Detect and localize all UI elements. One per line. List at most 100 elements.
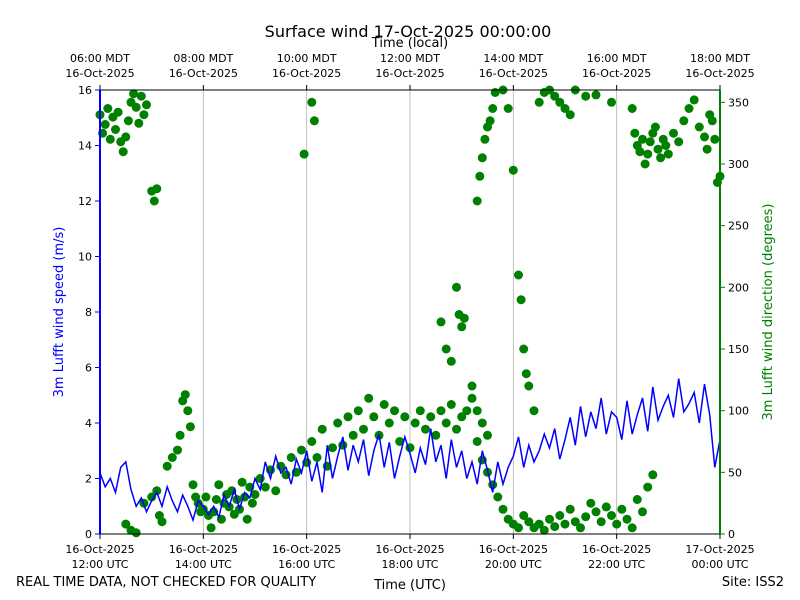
direction-point bbox=[462, 406, 472, 416]
vertical-gridlines bbox=[202, 90, 618, 534]
direction-point bbox=[152, 184, 162, 194]
direction-point bbox=[555, 511, 565, 520]
direction-point bbox=[534, 97, 544, 107]
bottom-tick-date: 16-Oct-2025 bbox=[65, 543, 134, 556]
direction-point bbox=[601, 502, 611, 512]
direction-point bbox=[534, 519, 544, 529]
left-tick-label: 10 bbox=[78, 251, 92, 264]
direction-point bbox=[550, 91, 560, 101]
top-tick-date: 16-Oct-2025 bbox=[272, 67, 341, 80]
direction-point bbox=[560, 519, 570, 529]
direction-point bbox=[514, 270, 523, 280]
speed-line bbox=[99, 378, 721, 523]
direction-point bbox=[586, 498, 596, 508]
direction-point bbox=[111, 125, 120, 134]
direction-point bbox=[459, 313, 469, 323]
bottom-tick-date: 16-Oct-2025 bbox=[272, 543, 341, 556]
direction-point bbox=[359, 424, 368, 434]
direction-point bbox=[307, 437, 317, 446]
direction-point bbox=[369, 412, 379, 422]
direction-point bbox=[630, 128, 640, 138]
left-tick-label: 2 bbox=[85, 473, 92, 486]
left-ticks: 0 2 4 6 8 10 12 14 16 bbox=[78, 84, 100, 541]
direction-point bbox=[514, 523, 523, 533]
direction-point bbox=[271, 486, 281, 496]
direction-point bbox=[436, 317, 446, 327]
direction-point bbox=[480, 134, 490, 144]
direction-point bbox=[390, 406, 399, 416]
top-tick-time: 08:00 MDT bbox=[173, 52, 233, 65]
direction-point bbox=[669, 128, 678, 138]
direction-point bbox=[384, 418, 394, 428]
direction-point bbox=[175, 430, 185, 440]
direction-point bbox=[622, 514, 632, 524]
direction-point bbox=[617, 504, 627, 514]
direction-point bbox=[131, 528, 141, 538]
left-tick-label: 0 bbox=[85, 528, 92, 541]
direction-point bbox=[149, 196, 159, 206]
direction-point bbox=[467, 393, 477, 403]
bottom-tick-time: 20:00 UTC bbox=[485, 558, 542, 571]
direction-point bbox=[516, 295, 526, 305]
direction-point bbox=[591, 90, 601, 100]
left-tick-label: 6 bbox=[85, 362, 92, 375]
direction-point bbox=[508, 165, 518, 175]
left-tick-label: 12 bbox=[78, 195, 92, 208]
right-tick-label: 300 bbox=[728, 158, 749, 171]
direction-point bbox=[103, 104, 113, 113]
direction-point bbox=[142, 100, 151, 110]
direction-point bbox=[663, 149, 673, 159]
direction-point bbox=[632, 495, 642, 504]
direction-point bbox=[118, 147, 128, 157]
direction-point bbox=[472, 406, 482, 416]
direction-point bbox=[260, 482, 270, 492]
direction-point bbox=[286, 453, 296, 462]
direction-point bbox=[694, 122, 704, 132]
bottom-tick-date: 16-Oct-2025 bbox=[375, 543, 444, 556]
direction-point bbox=[348, 430, 358, 440]
direction-point bbox=[317, 424, 327, 434]
direction-point bbox=[503, 104, 513, 113]
top-axis-label: Time (local) bbox=[371, 36, 448, 51]
top-tick-time: 14:00 MDT bbox=[483, 52, 543, 65]
right-tick-label: 250 bbox=[728, 220, 749, 233]
direction-point bbox=[539, 525, 549, 535]
direction-point bbox=[343, 412, 353, 422]
direction-point bbox=[452, 282, 461, 292]
direction-point bbox=[485, 116, 495, 126]
direction-point bbox=[684, 104, 694, 113]
direction-point bbox=[467, 381, 477, 391]
direction-point bbox=[643, 482, 653, 492]
direction-point bbox=[576, 523, 585, 533]
direction-point bbox=[415, 406, 425, 416]
direction-point bbox=[180, 390, 190, 400]
direction-point bbox=[188, 480, 198, 490]
direction-point bbox=[421, 424, 430, 434]
direction-point bbox=[483, 430, 492, 440]
direction-point bbox=[410, 418, 420, 428]
right-tick-label: 100 bbox=[728, 405, 749, 418]
direction-point bbox=[661, 141, 671, 150]
direction-point bbox=[645, 137, 655, 147]
direction-point bbox=[524, 517, 534, 527]
direction-point bbox=[364, 393, 374, 403]
direction-point bbox=[400, 412, 410, 422]
direction-point bbox=[105, 134, 115, 144]
direction-point bbox=[475, 171, 485, 181]
direction-point bbox=[139, 110, 149, 120]
direction-point bbox=[570, 517, 580, 527]
direction-point bbox=[123, 116, 133, 126]
top-tick-date: 16-Oct-2025 bbox=[65, 67, 134, 80]
top-tick-time: 10:00 MDT bbox=[277, 52, 337, 65]
bottom-tick-time: 14:00 UTC bbox=[175, 558, 232, 571]
bottom-axis-label: Time (UTC) bbox=[373, 578, 446, 593]
direction-point bbox=[707, 116, 717, 126]
direction-point bbox=[446, 356, 456, 366]
direction-point bbox=[333, 418, 343, 428]
direction-point bbox=[436, 406, 446, 416]
direction-point bbox=[353, 406, 363, 416]
direction-point bbox=[134, 118, 144, 128]
direction-point bbox=[607, 97, 616, 107]
direction-point bbox=[129, 89, 139, 99]
direction-point bbox=[550, 522, 560, 532]
